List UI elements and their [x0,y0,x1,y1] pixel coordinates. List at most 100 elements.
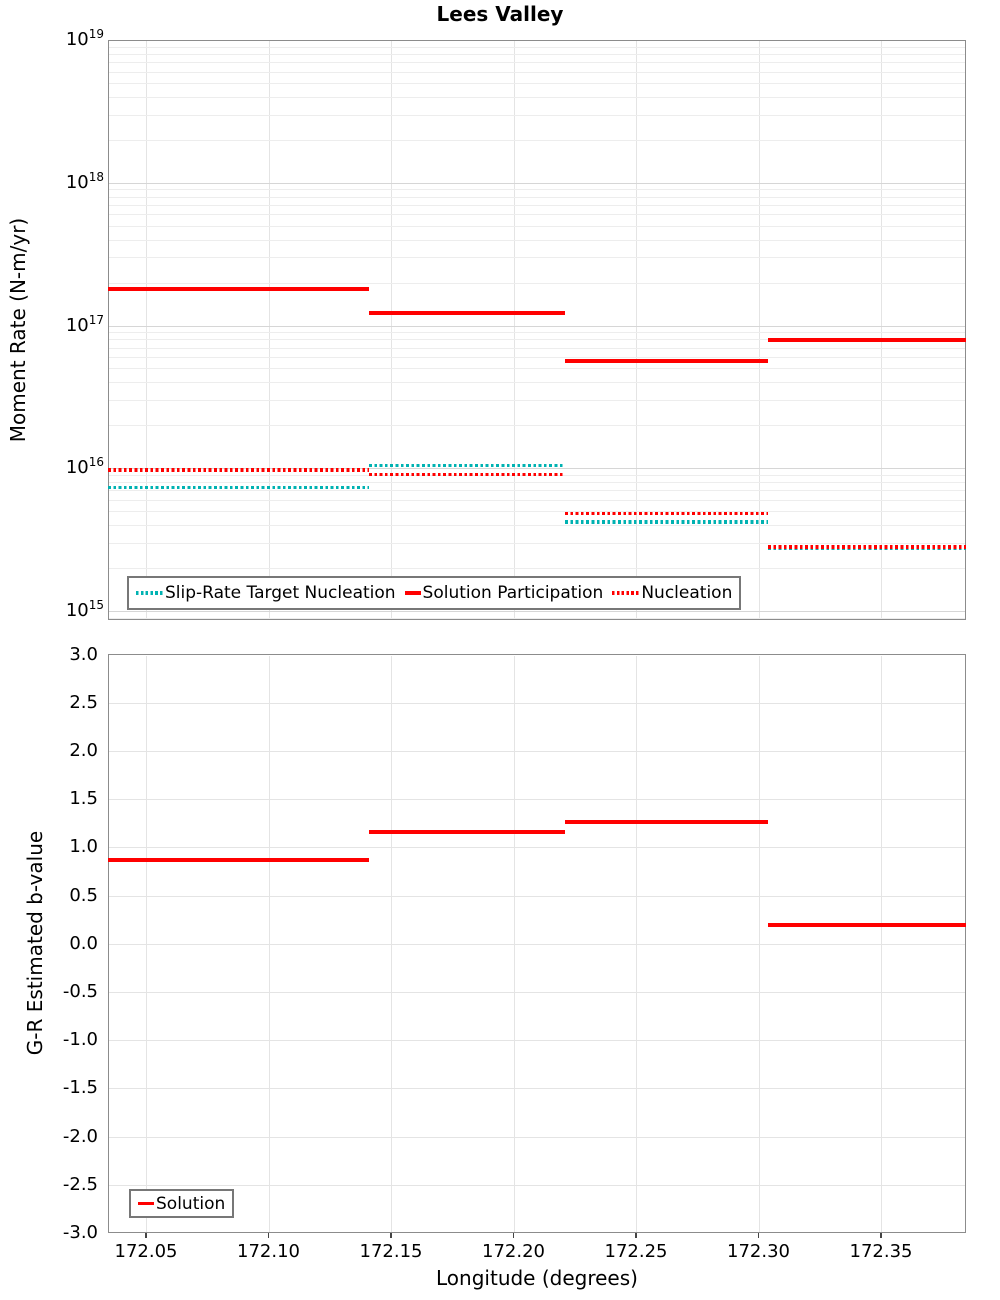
moment-rate-segment [369,473,565,477]
log-major-gridline [109,611,965,612]
x-tickmark [758,1233,760,1238]
log-minor-gridline [109,482,965,483]
vertical-gridline [146,41,147,619]
b-value-gridline [109,1137,965,1138]
moment-rate-ytick-label: 1019 [52,27,104,50]
b-value-gridline [109,992,965,993]
moment-rate-axis-title: Moment Rate (N-m/yr) [6,180,30,480]
log-minor-gridline [109,357,965,358]
x-tickmark [145,1233,147,1238]
b-value-segment [565,820,768,824]
log-minor-gridline [109,525,965,526]
x-tick-label: 172.20 [469,1241,559,1262]
x-tick-label: 172.35 [836,1241,926,1262]
x-tickmark [635,1233,637,1238]
b-value-ytick-label: -1.0 [38,1029,98,1050]
moment-rate-segment [565,520,768,524]
log-minor-gridline [109,490,965,491]
legend-entry: Slip-Rate Target Nucleation [136,583,396,603]
log-minor-gridline [109,115,965,116]
vertical-gridline [391,41,392,619]
log-minor-gridline [109,197,965,198]
log-minor-gridline [109,382,965,383]
log-minor-gridline [109,83,965,84]
vertical-gridline [881,41,882,619]
x-tickmark [513,1233,515,1238]
log-minor-gridline [109,140,965,141]
x-tick-label: 172.30 [714,1241,804,1262]
b-value-ytick-label: -0.5 [38,981,98,1002]
x-tickmark [268,1233,270,1238]
b-value-ytick-label: 3.0 [38,644,98,665]
legend-label: Slip-Rate Target Nucleation [165,583,396,603]
b-value-gridline [109,751,965,752]
moment-rate-segment [565,512,768,516]
x-axis-title: Longitude (degrees) [108,1266,966,1290]
log-minor-gridline [109,543,965,544]
moment-rate-segment [768,338,966,342]
b-value-segment [108,858,369,862]
x-tickmark [880,1233,882,1238]
moment-rate-segment [108,287,369,291]
log-minor-gridline [109,368,965,369]
b-value-ytick-label: 0.5 [38,885,98,906]
legend-label: Nucleation [641,583,732,603]
log-minor-gridline [109,425,965,426]
log-minor-gridline [109,240,965,241]
dotted-line-icon [136,591,163,595]
log-minor-gridline [109,97,965,98]
b-value-segment [768,923,966,927]
b-value-ytick-label: -2.5 [38,1174,98,1195]
log-minor-gridline [109,72,965,73]
log-minor-gridline [109,47,965,48]
b-value-ytick-label: 2.0 [38,740,98,761]
legend-entry: Solution Participation [405,583,604,603]
log-minor-gridline [109,54,965,55]
vertical-gridline [759,41,760,619]
moment-rate-segment [369,464,565,468]
chart-title: Lees Valley [0,2,1000,26]
log-minor-gridline [109,214,965,215]
solid-line-icon [405,591,421,595]
moment-rate-segment [108,468,369,472]
vertical-gridline [269,41,270,619]
log-minor-gridline [109,568,965,569]
legend-label: Solution [156,1194,225,1214]
vertical-gridline [636,41,637,619]
b-value-gridline [109,1088,965,1089]
moment-rate-ytick-label: 1015 [52,598,104,621]
log-minor-gridline [109,205,965,206]
solid-line-icon [138,1202,154,1206]
log-minor-gridline [109,500,965,501]
legend-label: Solution Participation [423,583,604,603]
moment-rate-segment [369,311,565,315]
b-value-ytick-label: 1.5 [38,788,98,809]
b-value-ytick-label: 0.0 [38,933,98,954]
b-value-ytick-label: -1.5 [38,1077,98,1098]
x-tick-label: 172.25 [591,1241,681,1262]
b-value-gridline [109,703,965,704]
log-minor-gridline [109,189,965,190]
x-tick-label: 172.05 [101,1241,191,1262]
legend-entry: Solution [138,1194,225,1214]
vertical-gridline [514,41,515,619]
log-minor-gridline [109,348,965,349]
log-minor-gridline [109,400,965,401]
b-value-gridline [109,896,965,897]
log-major-gridline [109,326,965,327]
log-minor-gridline [109,511,965,512]
figure: Lees Valley Moment Rate (N-m/yr) G-R Est… [0,0,1000,1300]
x-tick-label: 172.15 [346,1241,436,1262]
b-value-gridline [109,1185,965,1186]
moment-rate-segment [108,486,369,490]
log-minor-gridline [109,618,965,619]
b-value-segment [369,830,565,834]
moment-rate-panel [108,40,966,620]
b-value-gridline [109,847,965,848]
log-minor-gridline [109,257,965,258]
b-value-ytick-label: 2.5 [38,692,98,713]
x-tick-label: 172.10 [224,1241,314,1262]
moment-rate-ytick-label: 1018 [52,170,104,193]
b-value-gridline [109,944,965,945]
b-value-gridline [109,799,965,800]
